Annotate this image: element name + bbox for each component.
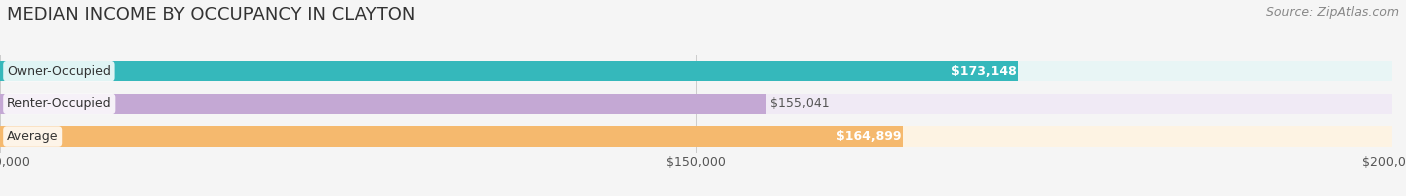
Text: Source: ZipAtlas.com: Source: ZipAtlas.com — [1265, 6, 1399, 19]
Text: MEDIAN INCOME BY OCCUPANCY IN CLAYTON: MEDIAN INCOME BY OCCUPANCY IN CLAYTON — [7, 6, 415, 24]
Text: $164,899: $164,899 — [837, 130, 903, 143]
Text: $155,041: $155,041 — [770, 97, 830, 110]
Bar — [0, 61, 1018, 81]
Bar — [0, 94, 1392, 114]
Bar — [0, 126, 1392, 147]
Text: Average: Average — [7, 130, 59, 143]
Bar — [0, 94, 766, 114]
Text: $173,148: $173,148 — [950, 65, 1017, 78]
Bar — [0, 61, 1392, 81]
Text: Renter-Occupied: Renter-Occupied — [7, 97, 111, 110]
Text: Owner-Occupied: Owner-Occupied — [7, 65, 111, 78]
Bar — [0, 126, 904, 147]
